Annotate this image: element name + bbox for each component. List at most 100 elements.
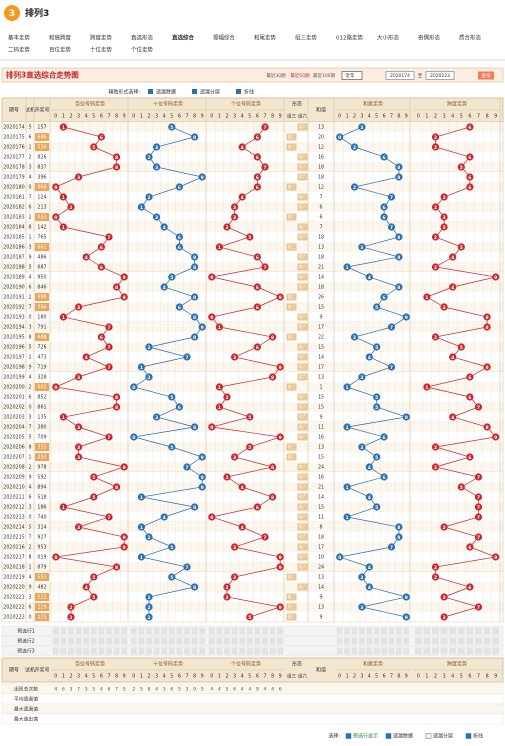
preselect-cell[interactable] bbox=[492, 627, 500, 635]
preselect-cell[interactable] bbox=[396, 627, 402, 635]
preselect-cell[interactable] bbox=[153, 627, 160, 635]
preselect-cell[interactable] bbox=[351, 637, 358, 645]
nav-link[interactable]: 个位走势 bbox=[131, 46, 154, 54]
query-button[interactable] bbox=[478, 71, 494, 80]
preselect-cell[interactable] bbox=[373, 647, 380, 655]
preselect-cell[interactable] bbox=[483, 647, 491, 655]
preselect-cell[interactable] bbox=[388, 647, 395, 655]
preselect-cell[interactable] bbox=[98, 627, 105, 635]
nav-link[interactable]: 奇偶形态 bbox=[418, 34, 441, 42]
preselect-cell[interactable] bbox=[176, 637, 183, 645]
preselect-cell[interactable] bbox=[344, 637, 350, 645]
preselect-cell[interactable] bbox=[68, 637, 74, 645]
nav-link[interactable]: 百位走势 bbox=[49, 46, 72, 54]
checkbox[interactable] bbox=[425, 733, 432, 739]
preselect-cell[interactable] bbox=[457, 627, 465, 635]
preselect-cell[interactable] bbox=[423, 637, 431, 645]
preselect-cell[interactable] bbox=[52, 637, 59, 645]
preselect-cell[interactable] bbox=[403, 647, 410, 655]
preselect-cell[interactable] bbox=[75, 647, 82, 655]
preselect-cell[interactable] bbox=[161, 637, 168, 645]
preselect-cell[interactable] bbox=[106, 637, 112, 645]
preselect-cell[interactable] bbox=[239, 637, 246, 645]
checkbox[interactable] bbox=[345, 733, 352, 739]
preselect-cell[interactable] bbox=[130, 637, 137, 645]
preselect-cell[interactable] bbox=[344, 627, 350, 635]
preselect-cell[interactable] bbox=[113, 647, 120, 655]
preselect-cell[interactable] bbox=[449, 637, 457, 645]
preselect-cell[interactable] bbox=[176, 627, 183, 635]
nav-link[interactable]: 基本走势 bbox=[8, 34, 31, 42]
preselect-cell[interactable] bbox=[414, 637, 422, 645]
preselect-cell[interactable] bbox=[262, 627, 268, 635]
preselect-cell[interactable] bbox=[492, 637, 500, 645]
preselect-cell[interactable] bbox=[254, 647, 261, 655]
preselect-cell[interactable] bbox=[52, 627, 59, 635]
preselect-cell[interactable] bbox=[351, 647, 358, 655]
to-input[interactable] bbox=[425, 71, 455, 80]
checkbox[interactable] bbox=[148, 89, 153, 94]
preselect-cell[interactable] bbox=[432, 627, 439, 635]
preselect-cell[interactable] bbox=[75, 627, 82, 635]
preselect-cell[interactable] bbox=[373, 627, 380, 635]
preselect-cell[interactable] bbox=[106, 627, 112, 635]
preselect-cell[interactable] bbox=[208, 647, 215, 655]
preselect-cell[interactable] bbox=[432, 637, 439, 645]
preselect-cell[interactable] bbox=[254, 637, 261, 645]
preselect-cell[interactable] bbox=[184, 627, 190, 635]
preselect-cell[interactable] bbox=[277, 637, 284, 645]
preselect-cell[interactable] bbox=[216, 647, 223, 655]
preselect-cell[interactable] bbox=[191, 627, 198, 635]
preselect-cell[interactable] bbox=[432, 647, 439, 655]
checkbox[interactable] bbox=[236, 89, 241, 94]
preselect-cell[interactable] bbox=[396, 637, 402, 645]
preselect-cell[interactable] bbox=[388, 627, 395, 635]
preselect-cell[interactable] bbox=[83, 627, 90, 635]
preselect-cell[interactable] bbox=[138, 627, 145, 635]
preselect-cell[interactable] bbox=[359, 637, 365, 645]
preselect-cell[interactable] bbox=[366, 647, 373, 655]
nav-link[interactable]: 跨度走势 bbox=[90, 34, 113, 42]
preselect-cell[interactable] bbox=[176, 647, 183, 655]
preselect-cell[interactable] bbox=[153, 647, 160, 655]
preselect-cell[interactable] bbox=[457, 637, 465, 645]
preselect-cell[interactable] bbox=[208, 627, 215, 635]
range-filter[interactable]: 最近30期 bbox=[266, 72, 286, 79]
preselect-cell[interactable] bbox=[414, 647, 422, 655]
nav-link[interactable]: 直选形态 bbox=[131, 34, 154, 42]
preselect-cell[interactable] bbox=[449, 647, 457, 655]
preselect-cell[interactable] bbox=[277, 647, 284, 655]
preselect-cell[interactable] bbox=[121, 637, 128, 645]
range-filter[interactable]: 最近100期 bbox=[313, 72, 336, 79]
preselect-cell[interactable] bbox=[90, 627, 97, 635]
preselect-cell[interactable] bbox=[231, 637, 238, 645]
preselect-cell[interactable] bbox=[381, 647, 387, 655]
preselect-cell[interactable] bbox=[381, 637, 387, 645]
preselect-cell[interactable] bbox=[68, 627, 74, 635]
preselect-cell[interactable] bbox=[199, 647, 206, 655]
preselect-cell[interactable] bbox=[191, 647, 198, 655]
nav-link[interactable]: 大小形态 bbox=[377, 34, 400, 42]
preselect-cell[interactable] bbox=[351, 627, 358, 635]
preselect-cell[interactable] bbox=[153, 637, 160, 645]
preselect-cell[interactable] bbox=[224, 647, 230, 655]
preselect-cell[interactable] bbox=[403, 637, 410, 645]
preselect-cell[interactable] bbox=[440, 637, 448, 645]
preselect-cell[interactable] bbox=[254, 627, 261, 635]
checkbox[interactable] bbox=[385, 733, 392, 739]
preselect-cell[interactable] bbox=[98, 637, 105, 645]
preselect-cell[interactable] bbox=[224, 637, 230, 645]
preselect-cell[interactable] bbox=[146, 627, 152, 635]
preselect-cell[interactable] bbox=[146, 647, 152, 655]
preselect-cell[interactable] bbox=[161, 647, 168, 655]
preselect-cell[interactable] bbox=[475, 627, 482, 635]
preselect-cell[interactable] bbox=[475, 647, 482, 655]
preselect-cell[interactable] bbox=[366, 637, 373, 645]
preselect-cell[interactable] bbox=[60, 627, 67, 635]
preselect-cell[interactable] bbox=[449, 627, 457, 635]
range-filter[interactable]: 最近50期 bbox=[290, 72, 310, 79]
preselect-cell[interactable] bbox=[373, 637, 380, 645]
preselect-cell[interactable] bbox=[492, 647, 500, 655]
preselect-cell[interactable] bbox=[396, 647, 402, 655]
preselect-cell[interactable] bbox=[269, 637, 276, 645]
